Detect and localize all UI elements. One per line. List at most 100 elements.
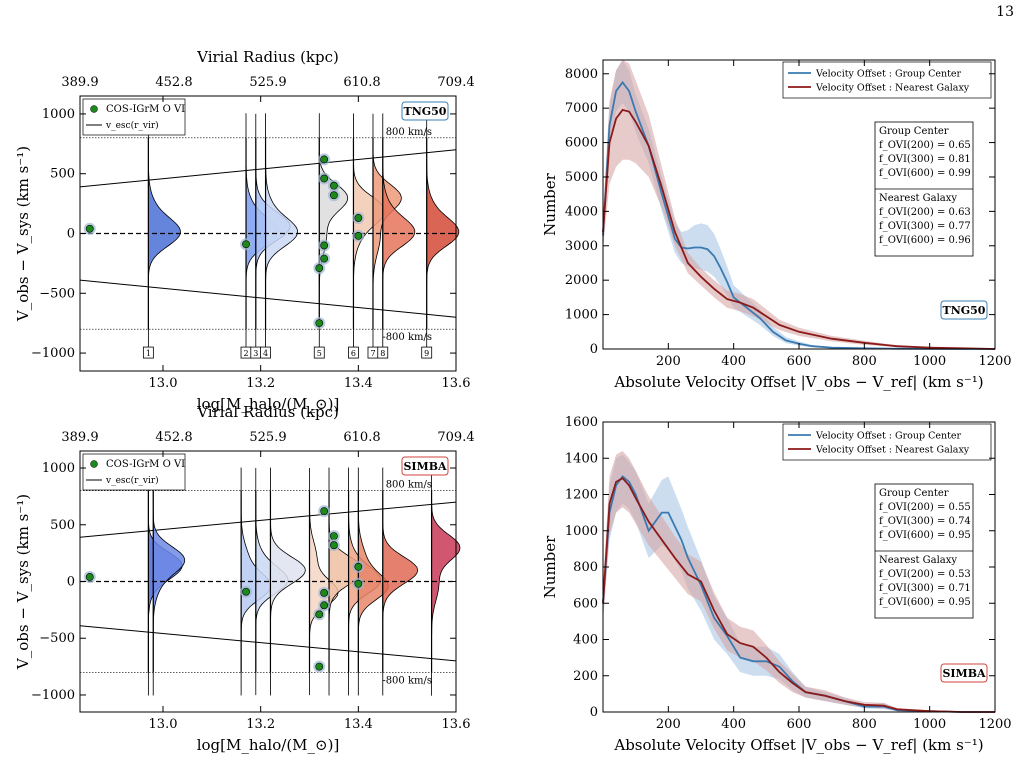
group-id-label: 6 — [351, 349, 356, 358]
simulation-label-box — [401, 101, 449, 121]
x-tick-label: 200 — [656, 354, 681, 369]
escape-velocity-upper — [79, 501, 457, 538]
y-tick-label: 1000 — [42, 461, 75, 476]
group-id-box — [313, 346, 325, 359]
observation-point — [315, 264, 324, 273]
x-tick-label: 13.6 — [442, 376, 471, 391]
group-id-box — [377, 346, 389, 359]
group-id-label: 9 — [424, 349, 429, 358]
x-tick-label: 800 — [852, 354, 877, 369]
observation-point — [315, 319, 324, 328]
y-tick-label: −1000 — [31, 688, 75, 703]
y-tick-label: 1400 — [565, 451, 598, 466]
simulation-label: SIMBA — [403, 460, 447, 473]
observation-point — [330, 532, 338, 541]
legend: COS-IGrM O VI v_esc(r_vir) — [82, 98, 186, 136]
y-axis-label: Number — [541, 535, 559, 598]
legend-marker-points — [90, 460, 98, 468]
y-tick-label: −1000 — [31, 346, 75, 361]
y-tick-label: 0 — [590, 342, 598, 357]
legend-box — [782, 423, 992, 461]
observation-point — [354, 231, 363, 240]
x-tick-label: 600 — [787, 354, 812, 369]
page-number: 13 — [996, 4, 1014, 20]
y-tick-label: 2000 — [565, 273, 598, 288]
observation-point — [330, 181, 338, 190]
group-id-box — [142, 346, 154, 359]
panel-bottom-left: Virial Radius (kpc) 389.9 452.8 525.9 610.8 7… — [14, 403, 475, 754]
reference-label-lower: -800 km/s — [382, 332, 432, 343]
y-tick-label: 400 — [573, 633, 598, 648]
y-tick-label: 5000 — [565, 170, 598, 185]
observation-point — [354, 214, 363, 222]
top-tick-label: 452.8 — [155, 75, 192, 90]
x-axis-label: Absolute Velocity Offset |V_obs − V_ref|… — [613, 373, 983, 391]
panel-top-left: Virial Radius (kpc) 389.9 452.8 525.9 610.8 7… — [14, 48, 475, 413]
legend: Velocity Offset : Group Center Velocity O… — [782, 61, 992, 99]
legend: COS-IGrM O VI v_esc(r_vir) — [82, 453, 186, 491]
escape-velocity-lower — [79, 279, 457, 318]
group-id-label: 3 — [253, 349, 258, 358]
y-tick-label: 800 — [573, 560, 598, 575]
stats-nearest-galaxy-line: f_OVI(300) = 0.77 — [879, 221, 971, 232]
y-tick-label: −500 — [39, 286, 75, 301]
top-axis-title: Virial Radius (kpc) — [196, 48, 339, 66]
observation-point — [320, 254, 329, 263]
y-tick-label: 1600 — [565, 415, 598, 430]
top-tick-label: 525.9 — [249, 430, 286, 445]
group-id-label: 4 — [263, 349, 268, 358]
observation-point — [242, 240, 250, 249]
stats-nearest-galaxy-line: f_OVI(600) = 0.96 — [879, 235, 971, 246]
x-tick-label: 400 — [721, 717, 746, 732]
stats-box: Group Center f_OVI(200) = 0.65 f_OVI(300) … — [874, 121, 974, 257]
stats-group-center-line: f_OVI(300) = 0.74 — [879, 516, 971, 527]
y-tick-label: 0 — [67, 575, 75, 590]
y-tick-label: 0 — [590, 705, 598, 720]
stats-nearest-galaxy-line: f_OVI(600) = 0.95 — [879, 597, 971, 608]
stats-group-center-line: f_OVI(200) = 0.65 — [879, 140, 971, 151]
x-axis-label: Absolute Velocity Offset |V_obs − V_ref|… — [613, 736, 983, 754]
panel-bottom-right: Velocity Offset : Group Center Velocity O… — [541, 415, 1012, 754]
series-line — [602, 80, 995, 350]
y-tick-label: 600 — [573, 596, 598, 611]
series-line — [602, 108, 996, 350]
x-tick-label: 13.4 — [344, 376, 373, 391]
observation-point — [354, 562, 363, 571]
simulation-label: TNG50 — [943, 304, 986, 317]
legend-label: Velocity Offset : Nearest Galaxy — [815, 445, 970, 456]
x-tick-label: 200 — [656, 717, 681, 732]
observation-point — [85, 224, 94, 233]
stats-group-center-line: f_OVI(600) = 0.99 — [879, 168, 971, 179]
x-axis-label: log[M_halo/(M_⊙)] — [197, 736, 340, 754]
stats-box: Group Center f_OVI(200) = 0.55 f_OVI(300) … — [874, 483, 974, 619]
observation-point — [330, 541, 338, 550]
y-axis-label: V_obs − V_sys (km s⁻¹) — [14, 494, 32, 670]
simulation-label: TNG50 — [404, 105, 447, 118]
top-tick-label: 452.8 — [155, 430, 192, 445]
simulation-label-box — [940, 663, 988, 683]
top-tick-label: 709.4 — [437, 75, 474, 90]
group-id-label: 1 — [146, 349, 151, 358]
group-id-label: 8 — [380, 349, 385, 358]
x-tick-label: 800 — [852, 717, 877, 732]
x-tick-label: 1200 — [978, 354, 1011, 369]
escape-velocity-lower — [79, 625, 457, 662]
legend-label: Velocity Offset : Group Center — [815, 431, 962, 442]
legend-box — [82, 98, 186, 136]
y-tick-label: 1200 — [565, 488, 598, 503]
y-axis-label: Number — [541, 172, 559, 235]
reference-label-upper: 800 km/s — [386, 480, 432, 491]
observation-point — [320, 507, 329, 516]
y-tick-label: 1000 — [42, 107, 75, 122]
x-tick-label: 13.4 — [344, 717, 373, 732]
stats-group-center-line: Group Center — [879, 126, 949, 137]
observation-point — [320, 155, 329, 164]
x-tick-label: 600 — [787, 717, 812, 732]
legend-box — [782, 61, 992, 99]
group-id-box — [421, 346, 433, 359]
y-tick-label: 7000 — [565, 101, 598, 116]
observation-point — [320, 241, 329, 250]
stats-nearest-galaxy-line: Nearest Galaxy — [879, 555, 957, 566]
legend-label: Velocity Offset : Group Center — [815, 69, 962, 80]
